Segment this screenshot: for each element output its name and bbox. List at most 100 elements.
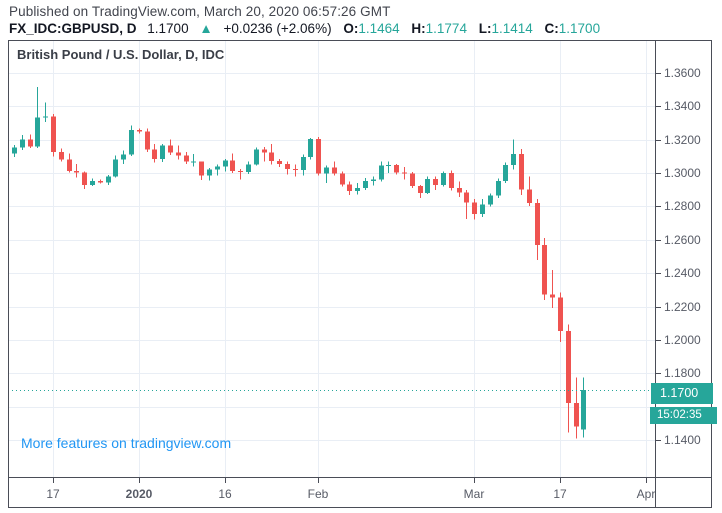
candle-body [106, 176, 111, 183]
candle-body [355, 187, 360, 192]
candle-body [51, 116, 56, 153]
price-change: +0.0236 (+2.06%) [223, 21, 332, 36]
candle-body [113, 159, 118, 177]
time-axis-label: Mar [463, 487, 485, 501]
candle-body [246, 164, 251, 173]
last-price-tag: 1.1700 [651, 383, 713, 404]
candle-body [316, 138, 321, 174]
candle-body [98, 181, 103, 183]
time-axis-label: 17 [553, 487, 567, 501]
candle-body [581, 389, 586, 430]
candle-body [82, 172, 87, 185]
candle-body [488, 195, 493, 205]
candle-body [184, 155, 189, 162]
open-readout: O:1.1464 [343, 21, 399, 36]
close-label: C: [544, 21, 559, 36]
price-axis-label: 1.2000 [664, 333, 701, 347]
candle-body [74, 171, 79, 173]
candle-body [285, 163, 290, 169]
candle-body [425, 178, 430, 193]
candle-body [402, 172, 407, 174]
candle-body [347, 184, 352, 192]
candle-body [43, 116, 48, 118]
candle-body [464, 192, 469, 203]
candle-body [550, 294, 555, 298]
price-axis-label: 1.2400 [664, 266, 701, 280]
candle-body [433, 178, 438, 186]
price-axis-label: 1.2600 [664, 233, 701, 247]
candle-body [269, 152, 274, 162]
candle-body [379, 165, 384, 180]
price-axis-label: 1.2800 [664, 199, 701, 213]
candle-body [12, 147, 17, 154]
price-axis-label: 1.2200 [664, 300, 701, 314]
time-axis-label: 16 [218, 487, 232, 501]
candle-body [332, 167, 337, 174]
low-label: L: [478, 21, 492, 36]
high-readout: H:1.1774 [411, 21, 467, 36]
candle-body [238, 171, 243, 173]
candle-body [293, 168, 298, 171]
open-value: 1.1464 [358, 21, 400, 36]
price-axis-label: 1.3200 [664, 133, 701, 147]
candle-body [90, 181, 95, 185]
candle-body [496, 181, 501, 196]
candle-body [480, 204, 485, 214]
candle-body [542, 244, 547, 295]
candle-body [230, 160, 235, 172]
candle-body [503, 165, 508, 182]
close-value: 1.1700 [558, 21, 601, 36]
candle-body [574, 402, 579, 427]
candle-body [223, 160, 228, 167]
candle-body [137, 130, 142, 132]
candle-body [160, 145, 165, 159]
candle-body [449, 173, 454, 188]
candle-body [386, 165, 391, 167]
candle-body [176, 152, 181, 156]
candle-body [410, 173, 415, 187]
candle-body [535, 202, 540, 245]
price-axis-label: 1.3000 [664, 166, 701, 180]
candle-body [472, 202, 477, 214]
candle-body [301, 157, 306, 171]
candle-body [558, 297, 563, 332]
candle-body [527, 189, 532, 203]
candle-body [254, 149, 259, 165]
candle-body [262, 149, 267, 153]
candle-body [566, 331, 571, 403]
price-axis-label: 1.3600 [664, 66, 701, 80]
candle-body [129, 130, 134, 155]
low-value: 1.1414 [491, 21, 533, 36]
high-value: 1.1774 [425, 21, 467, 36]
candle-body [168, 145, 173, 153]
symbol-interval[interactable]: FX_IDC:GBPUSD, D [9, 21, 137, 36]
symbol-status-line: FX_IDC:GBPUSD, D 1.1700 ▲ +0.0236 (+2.06… [9, 21, 608, 36]
published-line: Published on TradingView.com, March 20, … [9, 4, 391, 19]
price-axis-label: 1.3400 [664, 99, 701, 113]
last-price-value: 1.1700 [147, 21, 189, 36]
time-axis-label: 2020 [125, 487, 153, 501]
candle-body [418, 186, 423, 193]
candle-body [215, 166, 220, 170]
candle-body [457, 187, 462, 193]
candle-body [363, 181, 368, 188]
price-axis-label: 1.1400 [664, 433, 701, 447]
high-label: H: [411, 21, 426, 36]
candle-body [191, 161, 196, 163]
candle-body [67, 159, 72, 172]
candle-body [20, 139, 25, 148]
candle-body [394, 165, 399, 173]
open-label: O: [343, 21, 359, 36]
low-readout: L:1.1414 [479, 21, 533, 36]
price-axis-label: 1.1800 [664, 366, 701, 380]
candle-body [59, 152, 64, 160]
candle-body [28, 139, 33, 147]
bar-countdown-tag: 15:02:35 [650, 407, 717, 424]
tradingview-link[interactable]: More features on tradingview.com [21, 435, 232, 451]
candle-body [441, 173, 446, 186]
candle-body [152, 149, 157, 159]
close-readout: C:1.1700 [545, 21, 601, 36]
candle-body [277, 161, 282, 164]
